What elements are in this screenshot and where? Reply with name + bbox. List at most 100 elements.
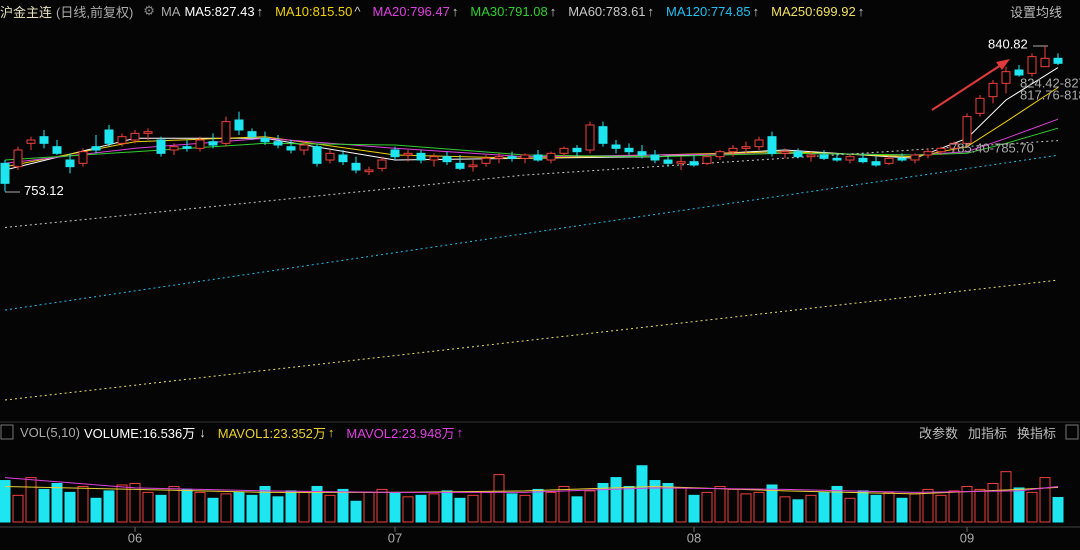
candle-body xyxy=(403,152,413,156)
volume-bar xyxy=(129,483,141,523)
volume-bar xyxy=(454,497,466,523)
candle-body xyxy=(130,132,140,141)
candle-body xyxy=(65,159,75,168)
legend-item: MA10:815.50 xyxy=(275,3,353,19)
candle-body xyxy=(221,121,231,144)
candle-body xyxy=(962,116,972,144)
candle-body xyxy=(169,146,179,151)
volume-header: VOL(5,10) VOLUME:16.536万 ↓ MAVOL1:23.352… xyxy=(20,421,1080,443)
indicator-button[interactable]: 换指标 xyxy=(1016,425,1056,441)
volume-bar xyxy=(545,491,557,523)
moving-average-line xyxy=(4,154,1059,311)
moving-average-line xyxy=(4,477,1059,493)
volume-bar xyxy=(376,488,388,523)
candle-body xyxy=(481,157,491,164)
candle-body xyxy=(468,164,478,168)
price-annotation: 840.82 xyxy=(988,37,1028,52)
candle-body xyxy=(884,157,894,164)
x-tick-label: 09 xyxy=(960,530,974,545)
candle-body xyxy=(273,141,283,146)
volume-bar xyxy=(1026,491,1038,523)
volume-bar xyxy=(428,493,440,523)
volume-bar xyxy=(883,491,895,523)
volume-bar xyxy=(0,480,11,523)
legend-trend: ↑ xyxy=(549,3,557,19)
candle-body xyxy=(702,156,712,164)
x-tick-label: 06 xyxy=(128,530,142,545)
candle-body xyxy=(676,161,686,164)
candle-body xyxy=(767,136,777,154)
legend-item: MA20:796.47 xyxy=(372,3,450,19)
settings-icon[interactable]: ⚙ xyxy=(143,3,155,18)
volume-bar xyxy=(1039,477,1051,523)
volume-bar xyxy=(246,494,258,523)
candle-body xyxy=(559,147,569,154)
volume-bar xyxy=(688,494,700,523)
volume-bar xyxy=(766,484,778,523)
volume-bar xyxy=(285,490,297,523)
volume-bar xyxy=(844,497,856,523)
volume-bar xyxy=(207,497,219,523)
legend-trend: ↑ xyxy=(752,3,760,19)
instrument-name: 沪金主连 xyxy=(0,4,53,20)
candle-body xyxy=(780,151,790,154)
volume-bar xyxy=(337,488,349,523)
volume-bar xyxy=(51,483,63,523)
candle-body xyxy=(234,119,244,131)
volume-bar xyxy=(311,485,323,523)
candle-body xyxy=(247,131,257,138)
candle-body xyxy=(949,142,959,149)
legend-trend: ↑ xyxy=(647,3,655,19)
volume-bar xyxy=(467,494,479,523)
volume-bar xyxy=(233,491,245,523)
price-header: 沪金主连 (日线,前复权) ⚙ MA MA5:827.43 ↑ MA10:815.5… xyxy=(0,0,1080,22)
candle-body xyxy=(689,161,699,166)
legend-item: MAVOL1:23.352万 xyxy=(217,425,326,441)
volume-bar xyxy=(870,494,882,523)
volume-bar xyxy=(792,499,804,523)
volume-bar xyxy=(220,493,232,523)
candle-body xyxy=(988,82,998,98)
candle-body xyxy=(611,144,621,149)
volume-bar xyxy=(662,483,674,523)
candle-body xyxy=(845,156,855,161)
volume-bar xyxy=(181,488,193,523)
help-icon[interactable] xyxy=(0,424,14,440)
volume-bar xyxy=(298,491,310,523)
candle-body xyxy=(377,159,387,169)
candle-body xyxy=(208,141,218,146)
candle-body xyxy=(1014,69,1024,76)
candle-body xyxy=(325,152,335,161)
help-icon[interactable] xyxy=(1065,424,1079,440)
candle-body xyxy=(832,157,842,161)
candle-body xyxy=(312,146,322,164)
volume-bar xyxy=(64,491,76,523)
volume-title: VOL(5,10) xyxy=(20,424,80,440)
volume-bar xyxy=(974,488,986,523)
indicator-button[interactable]: 加指标 xyxy=(967,425,1007,441)
ma-settings-button[interactable]: 设置均线 xyxy=(1009,4,1062,20)
volume-bar xyxy=(623,485,635,523)
legend-item: MA120:774.85 xyxy=(666,3,751,19)
candle-body xyxy=(1053,57,1063,64)
candle-body xyxy=(533,154,543,161)
volume-bar xyxy=(350,500,362,523)
trend-arrow xyxy=(931,62,1005,111)
candle-body xyxy=(819,154,829,159)
volume-trend: ↓ xyxy=(199,424,206,440)
legend-trend: ↑ xyxy=(857,3,865,19)
price-annotation: 824.42-827.26 xyxy=(1020,75,1080,90)
candle-body xyxy=(455,162,465,169)
volume-bar xyxy=(610,477,622,523)
indicator-button[interactable]: 改参数 xyxy=(918,425,958,441)
candle-body xyxy=(793,151,803,158)
candle-body xyxy=(520,154,530,159)
top-buttons: 设置均线 xyxy=(1000,0,1062,22)
volume-bar xyxy=(701,491,713,523)
volume-bar xyxy=(142,491,154,523)
indicator-buttons: 改参数 加指标 换指标 xyxy=(909,421,1056,443)
volume-label: VOLUME:16.536万 xyxy=(83,425,196,441)
volume-bar xyxy=(38,488,50,523)
legend-trend: ^ xyxy=(354,3,361,19)
